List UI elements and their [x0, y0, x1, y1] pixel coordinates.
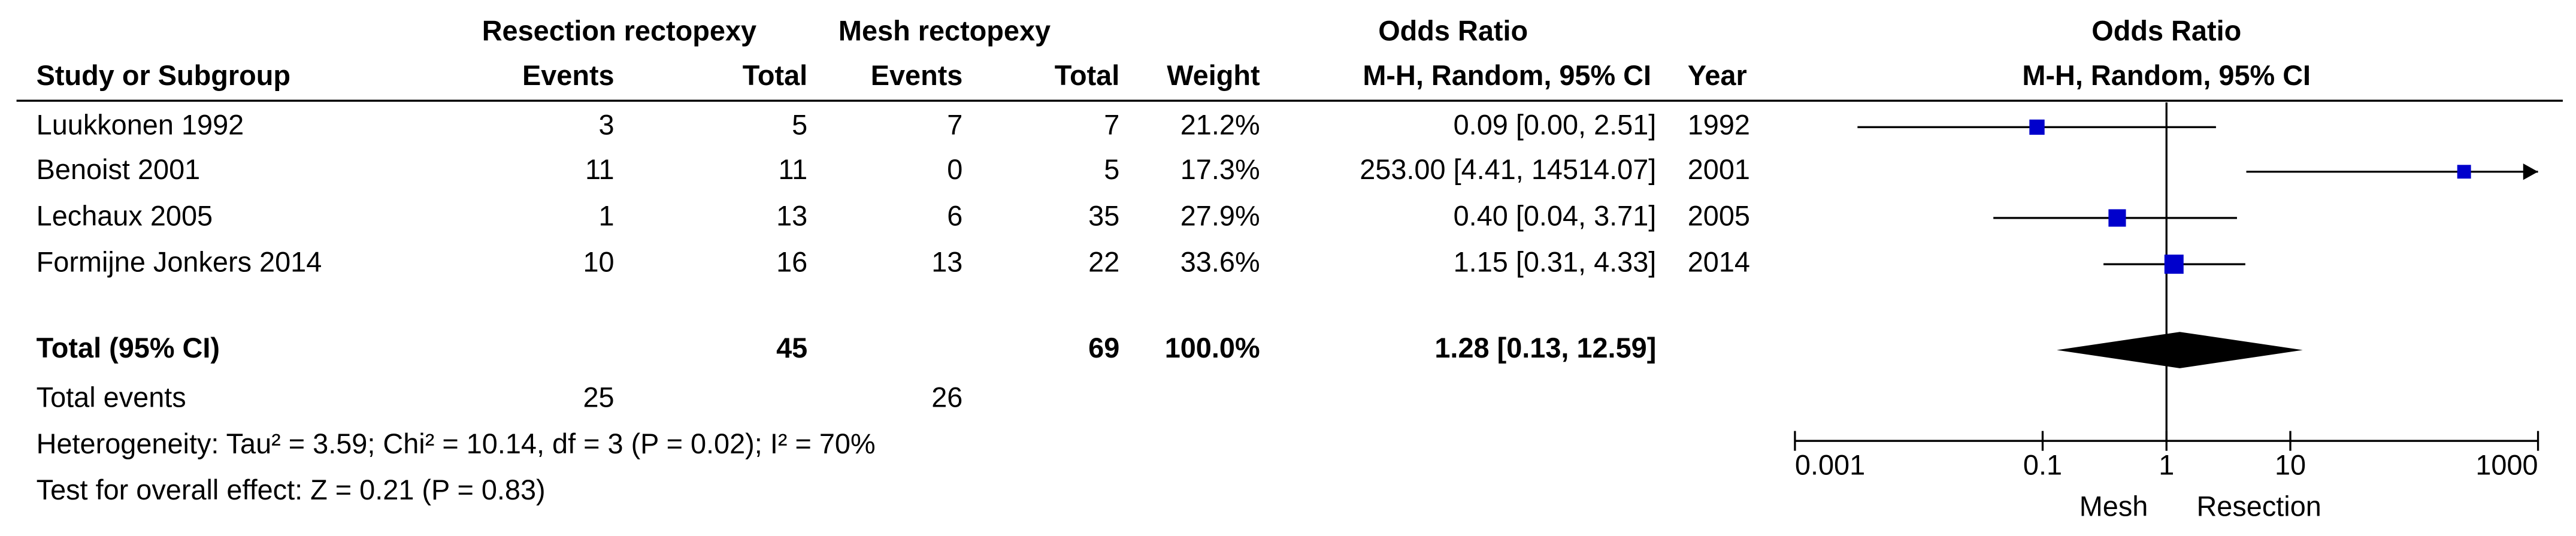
- weight: 33.6%: [1180, 247, 1260, 278]
- events2: 6: [947, 200, 962, 231]
- year: 2005: [1688, 200, 1750, 231]
- x-tick-label: 0.1: [2023, 450, 2062, 481]
- total2-header: Total: [1055, 60, 1119, 91]
- favours-right: Resection: [2196, 491, 2321, 522]
- events2: 0: [947, 154, 962, 185]
- weight: 17.3%: [1180, 154, 1260, 185]
- heterogeneity: Heterogeneity: Tau² = 3.59; Chi² = 10.14…: [37, 428, 876, 459]
- year: 1992: [1688, 110, 1750, 141]
- total2: 7: [1104, 110, 1119, 141]
- x-tick-label: 0.001: [1795, 450, 1865, 481]
- method-plot-header: M-H, Random, 95% CI: [2022, 60, 2311, 91]
- odds-ratio: 0.09 [0.00, 2.51]: [1454, 110, 1657, 141]
- total-weight: 100.0%: [1165, 332, 1260, 364]
- study-name: Formijne Jonkers 2014: [37, 247, 322, 278]
- total-events-label: Total events: [37, 382, 186, 413]
- x-tick-label: 10: [2275, 450, 2306, 481]
- total-events2: 26: [931, 382, 962, 413]
- events2: 7: [947, 110, 962, 141]
- point-estimate: [2029, 119, 2045, 135]
- total1: 11: [779, 154, 808, 185]
- favours-left: Mesh: [2079, 491, 2148, 522]
- study-name: Benoist 2001: [37, 154, 201, 185]
- total1: 16: [776, 247, 807, 278]
- study-header: Study or Subgroup: [37, 60, 290, 91]
- point-estimate: [2457, 165, 2471, 179]
- year: 2014: [1688, 247, 1750, 278]
- total2: 22: [1088, 247, 1119, 278]
- study-name: Lechaux 2005: [37, 200, 213, 231]
- events1: 10: [583, 247, 614, 278]
- method-header: M-H, Random, 95% CI: [1363, 60, 1651, 91]
- weight-header: Weight: [1167, 60, 1260, 91]
- point-estimate: [2164, 255, 2184, 274]
- group1-header: Resection rectopexy: [482, 16, 756, 47]
- total2: 35: [1088, 200, 1119, 231]
- events1: 3: [599, 110, 615, 141]
- point-estimate: [2108, 209, 2126, 227]
- weight: 21.2%: [1180, 110, 1260, 141]
- total-events1: 25: [583, 382, 614, 413]
- total2: 5: [1104, 154, 1119, 185]
- odds-ratio: 1.15 [0.31, 4.33]: [1454, 247, 1657, 278]
- or-plot-header: Odds Ratio: [2091, 16, 2241, 47]
- total1: 13: [776, 200, 807, 231]
- x-tick-label: 1: [2159, 450, 2174, 481]
- weight: 27.9%: [1180, 200, 1260, 231]
- total1-header: Total: [743, 60, 807, 91]
- events2-header: Events: [871, 60, 963, 91]
- year: 2001: [1688, 154, 1750, 185]
- year-header: Year: [1688, 60, 1747, 91]
- events1: 1: [599, 200, 615, 231]
- total1: 5: [792, 110, 807, 141]
- study-name: Luukkonen 1992: [37, 110, 244, 141]
- odds-ratio: 253.00 [4.41, 14514.07]: [1360, 154, 1656, 185]
- total-label: Total (95% CI): [37, 332, 220, 364]
- total2: 69: [1088, 332, 1119, 364]
- x-tick-label: 1000: [2475, 450, 2538, 481]
- overall-effect: Test for overall effect: Z = 0.21 (P = 0…: [37, 474, 546, 505]
- total1: 45: [776, 332, 807, 364]
- summary-diamond: [2057, 332, 2303, 368]
- or-table-header: Odds Ratio: [1378, 16, 1528, 47]
- total-or: 1.28 [0.13, 12.59]: [1434, 332, 1656, 364]
- events1: 11: [585, 154, 615, 185]
- ci-arrow: [2523, 163, 2538, 180]
- odds-ratio: 0.40 [0.04, 3.71]: [1454, 200, 1657, 231]
- events2: 13: [931, 247, 962, 278]
- group2-header: Mesh rectopexy: [839, 16, 1051, 47]
- events1-header: Events: [522, 60, 615, 91]
